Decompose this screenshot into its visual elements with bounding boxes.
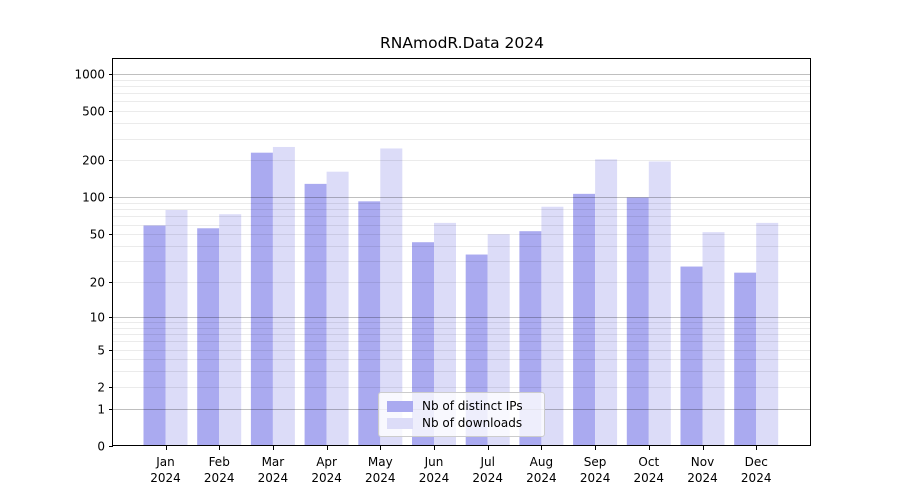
bar-may-downloads [380, 148, 403, 446]
x-tick-label-month: Feb [209, 455, 230, 469]
bar-may-distinct-ips [358, 201, 381, 446]
y-axis: 0 1 2 5 10 20 50 100 200 500 1000 [74, 68, 113, 454]
bar-dec-downloads [756, 222, 779, 446]
bar-dec-distinct-ips [734, 272, 757, 446]
x-tick-label-year: 2024 [580, 471, 611, 485]
legend-swatch-downloads [387, 417, 413, 429]
x-tick-label-month: Sep [584, 455, 607, 469]
bar-apr-downloads [326, 171, 349, 447]
x-tick-label-year: 2024 [258, 471, 289, 485]
chart-title: RNAmodR.Data 2024 [380, 34, 544, 52]
bar-sep-distinct-ips [573, 193, 596, 446]
x-tick-label-month: Aug [530, 455, 553, 469]
x-tick-label-year: 2024 [526, 471, 557, 485]
x-tick-label-year: 2024 [419, 471, 450, 485]
legend-label-downloads: Nb of downloads [422, 416, 523, 430]
x-tick-label-year: 2024 [365, 471, 396, 485]
x-tick-label-year: 2024 [634, 471, 665, 485]
y-tick-label: 20 [90, 276, 105, 290]
y-tick-label: 5 [97, 344, 105, 358]
x-tick-label-month: Jun [424, 455, 444, 469]
bar-jun-downloads [434, 222, 456, 446]
x-tick-label-year: 2024 [150, 471, 181, 485]
x-tick-label-month: Mar [262, 455, 285, 469]
y-tick-label: 50 [90, 228, 105, 242]
bar-mar-downloads [272, 146, 295, 446]
bar-mar-distinct-ips [250, 152, 273, 446]
x-tick-label-year: 2024 [311, 471, 342, 485]
bar-sep-downloads [595, 159, 618, 446]
y-tick-label: 0 [97, 440, 105, 454]
legend-item-downloads: Nb of downloads [387, 415, 536, 431]
y-tick-label: 100 [82, 191, 105, 205]
x-tick-label-year: 2024 [472, 471, 503, 485]
x-tick-label-month: Dec [745, 455, 768, 469]
bar-oct-distinct-ips [626, 197, 649, 446]
x-tick-label-month: Jan [155, 455, 175, 469]
legend-swatch-distinct-ips [387, 400, 413, 412]
bar-feb-distinct-ips [197, 228, 220, 446]
y-tick-label: 200 [82, 154, 105, 168]
y-tick-label: 1 [97, 403, 105, 417]
x-tick-label-month: Apr [316, 455, 337, 469]
bar-oct-downloads [648, 161, 671, 446]
bar-feb-downloads [219, 214, 242, 446]
x-axis: Jan 2024 Feb 2024 Mar 2024 Apr 2024 May 2024 Jun 20… [150, 446, 771, 485]
y-tick-label: 500 [82, 105, 105, 119]
x-tick-label-month: May [368, 455, 393, 469]
gridlines [113, 74, 811, 410]
y-tick-label: 1000 [74, 68, 105, 82]
x-tick-label-month: Nov [691, 455, 714, 469]
x-tick-label-year: 2024 [741, 471, 772, 485]
bar-nov-downloads [702, 232, 725, 446]
y-tick-label: 2 [97, 381, 105, 395]
bar-apr-distinct-ips [304, 183, 327, 446]
axes-box [112, 58, 811, 446]
x-tick-label-month: Jul [479, 455, 494, 469]
legend-label-distinct-ips: Nb of distinct IPs [422, 399, 523, 413]
bar-aug-downloads [541, 206, 564, 446]
bar-jan-distinct-ips [143, 225, 166, 446]
bar-nov-distinct-ips [680, 266, 703, 446]
x-tick-label-year: 2024 [687, 471, 718, 485]
y-tick-label: 10 [90, 311, 105, 325]
bar-jan-downloads [165, 210, 188, 446]
legend: Nb of distinct IPs Nb of downloads [378, 392, 545, 437]
x-tick-label-month: Oct [638, 455, 659, 469]
x-tick-label-year: 2024 [204, 471, 235, 485]
legend-item-distinct-ips: Nb of distinct IPs [387, 398, 536, 414]
